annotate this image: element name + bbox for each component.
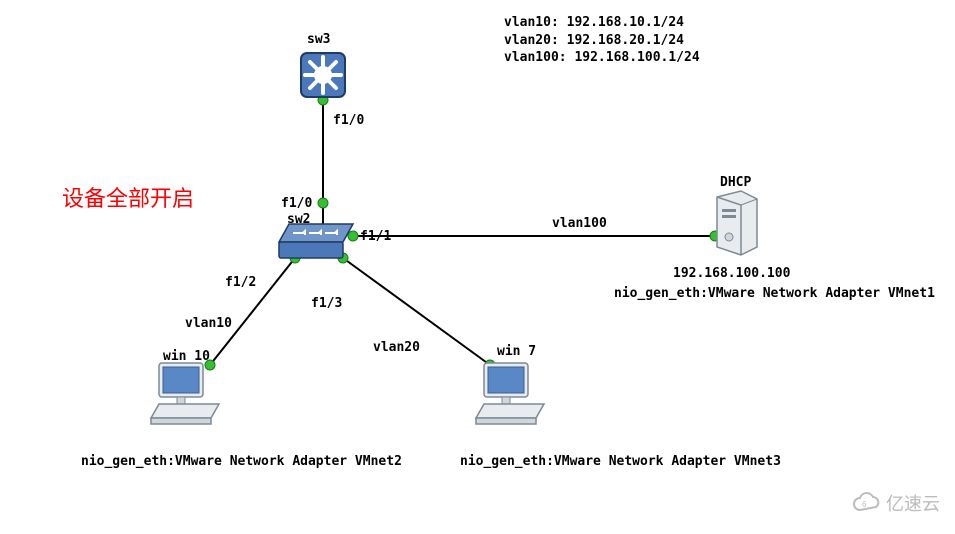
link-dot <box>318 198 328 208</box>
watermark: 6 亿速云 <box>852 490 940 516</box>
status-text: 设备全部开启 <box>62 181 194 213</box>
vlan-label-10: vlan10 <box>185 316 232 331</box>
device-ip-dhcp: 192.168.100.100 <box>673 266 790 281</box>
svg-text:6: 6 <box>862 500 867 509</box>
vlan-label-100: vlan100 <box>552 216 607 231</box>
port-sw2-f11: f1/1 <box>360 229 391 244</box>
device-adapter-dhcp: nio_gen_eth:VMware Network Adapter VMnet… <box>614 286 935 301</box>
device-label-sw2: sw2 <box>287 212 310 227</box>
device-dhcp[interactable] <box>717 191 757 255</box>
device-win7[interactable] <box>476 363 544 424</box>
port-sw2-f10: f1/0 <box>281 196 312 211</box>
device-label-sw3: sw3 <box>307 32 330 47</box>
device-adapter-win10: nio_gen_eth:VMware Network Adapter VMnet… <box>81 454 402 469</box>
port-sw2-f12: f1/2 <box>225 275 256 290</box>
vlan-label-20: vlan20 <box>373 340 420 355</box>
device-label-win10: win 10 <box>163 349 210 364</box>
vlan-info-block: vlan10: 192.168.10.1/24 vlan20: 192.168.… <box>504 14 700 67</box>
device-label-win7: win 7 <box>497 344 536 359</box>
device-sw2[interactable] <box>279 224 353 258</box>
port-sw3-f10: f1/0 <box>333 113 364 128</box>
port-sw2-f13: f1/3 <box>311 296 342 311</box>
device-label-dhcp: DHCP <box>720 175 751 190</box>
device-adapter-win7: nio_gen_eth:VMware Network Adapter VMnet… <box>460 454 781 469</box>
cloud-icon: 6 <box>852 492 882 514</box>
device-win10[interactable] <box>151 363 219 424</box>
link-dot <box>348 231 358 241</box>
device-sw3[interactable] <box>301 53 345 97</box>
links-layer <box>205 95 720 370</box>
watermark-text: 亿速云 <box>886 490 940 516</box>
